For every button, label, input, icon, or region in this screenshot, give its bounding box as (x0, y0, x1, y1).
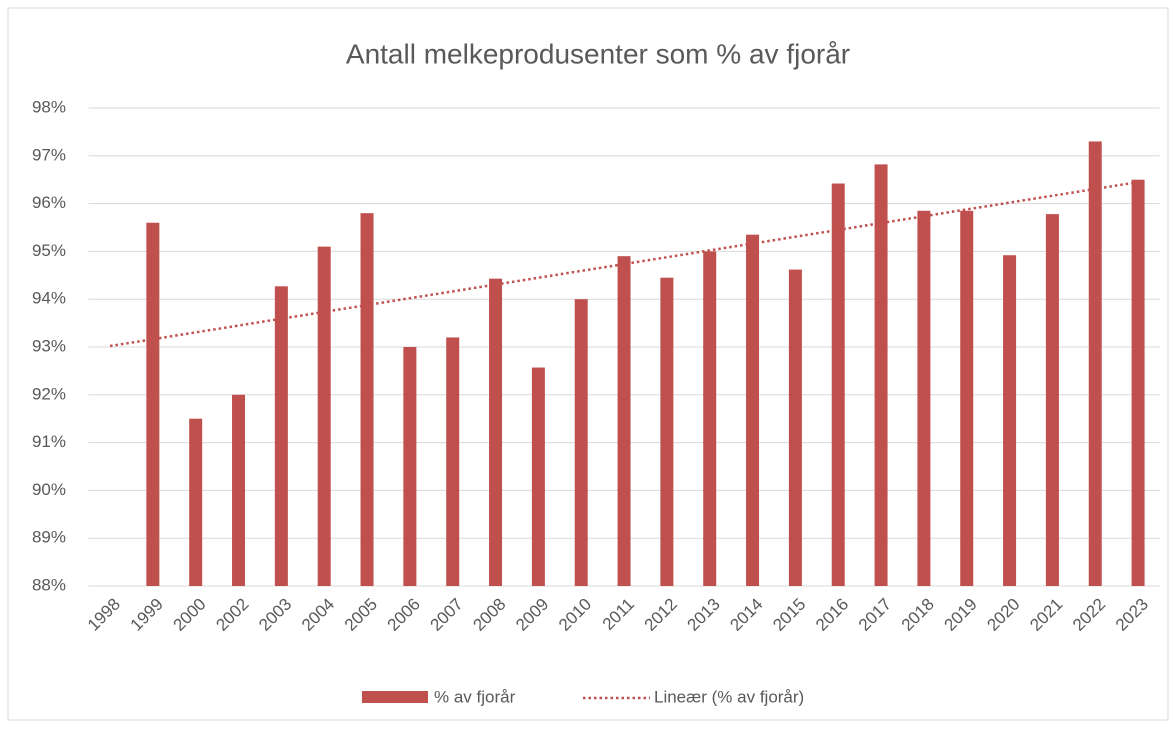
y-tick-label: 88% (32, 575, 66, 594)
y-tick-label: 91% (32, 432, 66, 451)
y-tick-label: 90% (32, 480, 66, 499)
bar (874, 164, 888, 587)
bar (1045, 214, 1059, 586)
bar (274, 286, 288, 586)
bar (1131, 179, 1145, 586)
bar (617, 256, 631, 586)
bar (232, 394, 246, 586)
bar (446, 337, 460, 586)
y-tick-label: 93% (32, 336, 66, 355)
y-tick-label: 89% (32, 528, 66, 547)
y-tick-label: 92% (32, 384, 66, 403)
y-tick-label: 94% (32, 289, 66, 308)
bar (189, 418, 203, 586)
y-tick-label: 97% (32, 145, 66, 164)
bar (1003, 255, 1017, 586)
bar (146, 222, 160, 586)
legend-swatch (362, 691, 428, 703)
bar (960, 210, 974, 586)
bar (788, 269, 802, 586)
bar (574, 299, 588, 586)
bar (917, 210, 931, 586)
bar (1088, 141, 1102, 586)
bar (360, 213, 374, 586)
bar (489, 278, 503, 586)
bar (403, 347, 417, 586)
bar (703, 251, 717, 586)
bar (660, 277, 674, 586)
bar (746, 234, 760, 587)
chart-title: Antall melkeprodusenter som % av fjorår (346, 38, 850, 69)
bar (317, 246, 331, 586)
legend-label: % av fjorår (434, 687, 516, 706)
bar (531, 367, 545, 586)
y-tick-label: 95% (32, 241, 66, 260)
legend-label: Lineær (% av fjorår) (654, 687, 804, 706)
bar (831, 183, 845, 587)
y-tick-label: 96% (32, 193, 66, 212)
y-tick-label: 98% (32, 97, 66, 116)
chart-frame (7, 7, 1169, 721)
